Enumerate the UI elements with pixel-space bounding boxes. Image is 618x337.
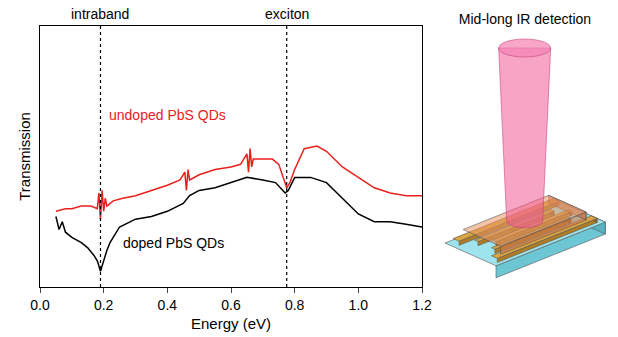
svg-text:0.6: 0.6 [221, 297, 241, 313]
svg-text:Transmission: Transmission [16, 112, 33, 201]
svg-text:intraband: intraband [71, 6, 129, 22]
svg-text:exciton: exciton [265, 6, 309, 22]
svg-text:undoped PbS QDs: undoped PbS QDs [109, 107, 226, 123]
svg-text:Mid-long IR detection: Mid-long IR detection [459, 11, 591, 27]
svg-text:Energy (eV): Energy (eV) [191, 315, 271, 332]
svg-text:0.2: 0.2 [94, 297, 114, 313]
svg-text:1.2: 1.2 [412, 297, 432, 313]
svg-text:1.0: 1.0 [349, 297, 369, 313]
svg-text:doped PbS QDs: doped PbS QDs [123, 235, 224, 251]
svg-text:0.0: 0.0 [30, 297, 50, 313]
svg-text:0.8: 0.8 [285, 297, 305, 313]
svg-text:0.4: 0.4 [158, 297, 178, 313]
